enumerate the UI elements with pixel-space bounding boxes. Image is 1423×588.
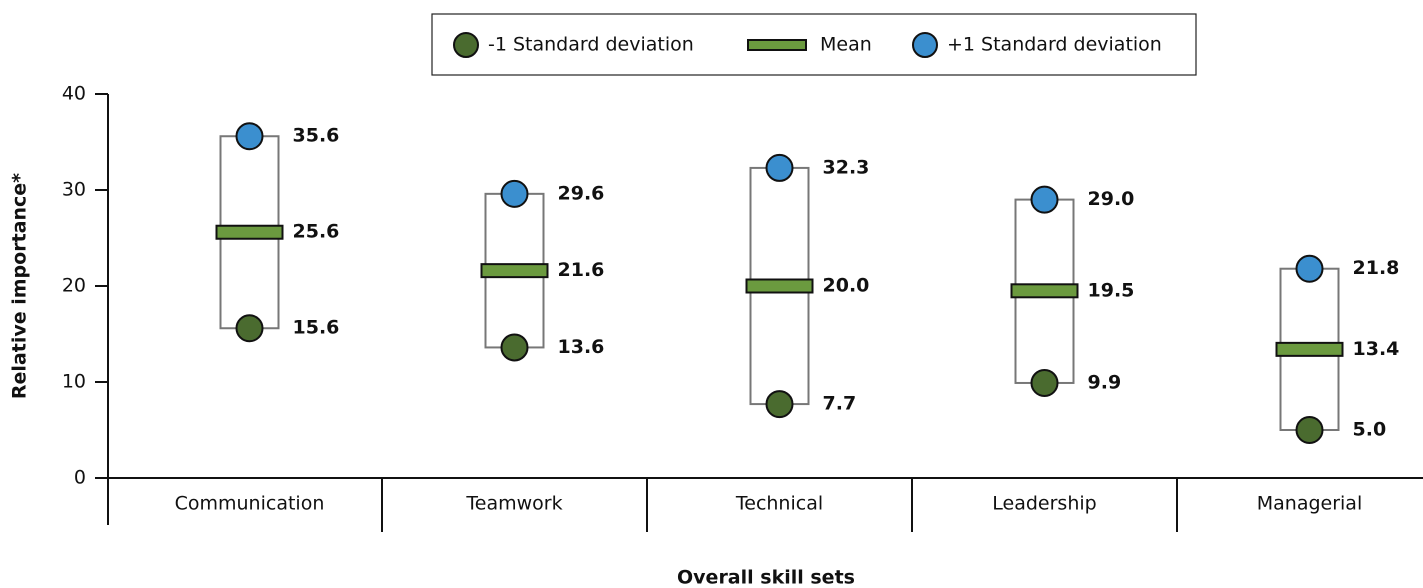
mean-bar [745, 278, 814, 294]
x-axis-title: Overall skill sets [677, 567, 855, 588]
high-marker [1030, 185, 1059, 214]
legend-label: -1 Standard deviation [488, 34, 694, 56]
legend-marker [747, 39, 807, 51]
value-label: 20.0 [823, 275, 870, 297]
value-label: 35.6 [293, 125, 340, 147]
high-marker [500, 179, 529, 208]
low-marker [1295, 416, 1324, 444]
high-marker [235, 122, 264, 151]
low-marker [235, 314, 264, 343]
y-tick-label: 20 [62, 275, 86, 297]
value-label: 25.6 [293, 221, 340, 243]
y-tick-label: 0 [74, 467, 86, 489]
low-marker [765, 390, 794, 419]
value-label: 7.7 [823, 393, 857, 415]
mean-bar [480, 263, 549, 279]
value-label: 29.6 [558, 182, 605, 204]
value-label: 13.4 [1353, 338, 1400, 360]
legend-marker [912, 32, 938, 58]
low-marker [1030, 368, 1059, 397]
low-marker [500, 333, 529, 362]
y-tick-label: 10 [62, 371, 86, 393]
x-tick-label: Teamwork [465, 493, 562, 515]
mean-bar [1275, 341, 1344, 357]
mean-bar [215, 224, 284, 240]
value-label: 13.6 [558, 336, 605, 358]
x-tick-label: Communication [175, 493, 325, 515]
legend-box [431, 13, 1197, 76]
value-label: 21.8 [1353, 257, 1400, 279]
value-label: 15.6 [293, 317, 340, 339]
value-label: 19.5 [1088, 279, 1135, 301]
value-label: 5.0 [1353, 419, 1387, 441]
value-label: 9.9 [1088, 371, 1122, 393]
value-label: 29.0 [1088, 188, 1135, 210]
legend-marker [453, 32, 479, 58]
x-tick-label: Leadership [992, 493, 1096, 515]
y-axis-title: Relative importance* [9, 173, 31, 399]
high-marker [1295, 254, 1324, 283]
x-tick-label: Technical [735, 493, 823, 515]
x-tick-label: Managerial [1257, 493, 1362, 515]
value-label: 21.6 [558, 259, 605, 281]
mean-bar [1010, 283, 1079, 299]
y-tick-label: 40 [62, 83, 86, 105]
legend-label: +1 Standard deviation [947, 34, 1162, 56]
high-marker [765, 153, 794, 182]
legend-label: Mean [820, 34, 872, 56]
y-tick-label: 30 [62, 179, 86, 201]
value-label: 32.3 [823, 156, 870, 178]
